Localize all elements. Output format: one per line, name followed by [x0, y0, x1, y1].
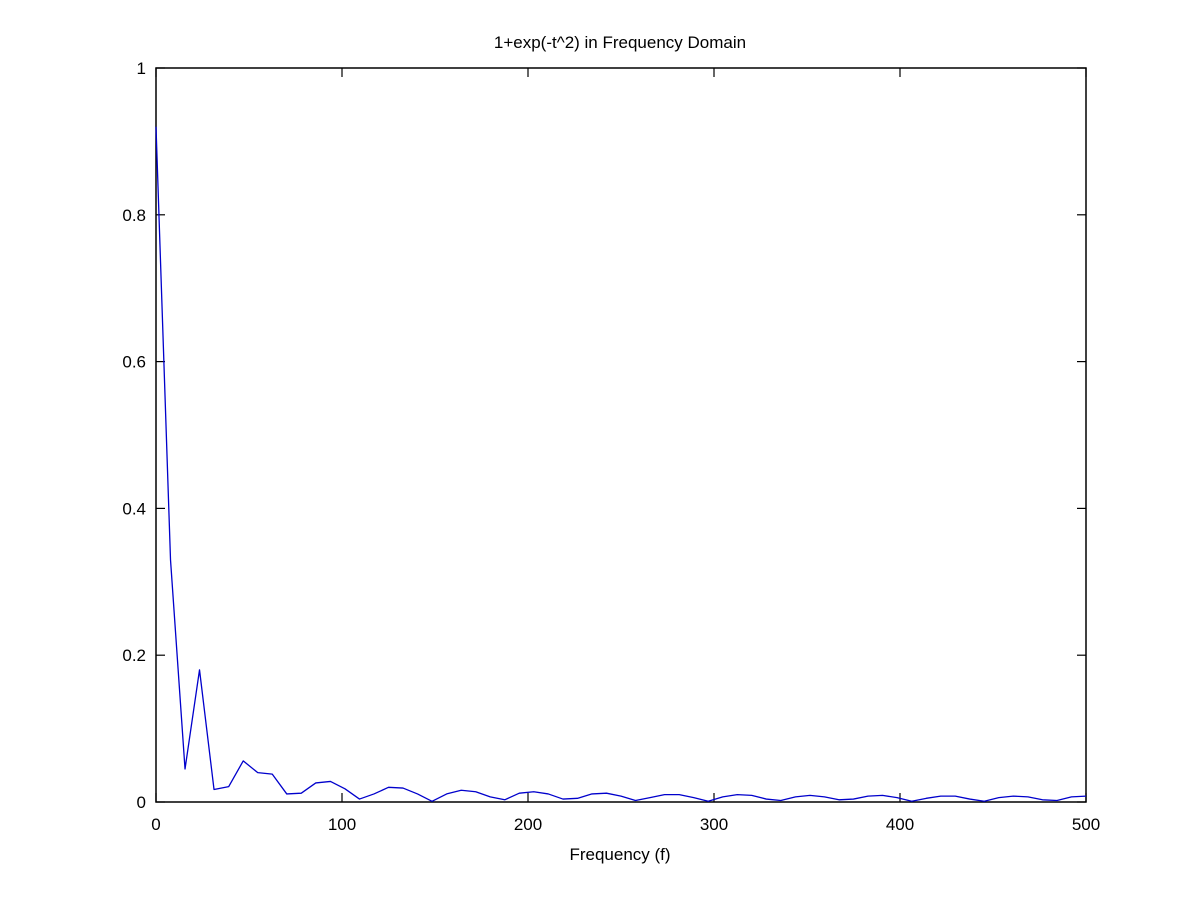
x-tick-label: 100	[328, 815, 356, 834]
x-tick-label: 500	[1072, 815, 1100, 834]
axis-tick-labels: 0 100 200 300 400 500 0 0.2 0.4 0.6 0.8 1	[122, 59, 1100, 834]
plot-area-frame	[155, 67, 1087, 803]
series-line	[155, 126, 1087, 802]
chart-title: 1+exp(-t^2) in Frequency Domain	[494, 33, 746, 52]
y-tick-label: 0.8	[122, 206, 146, 225]
y-tick-label: 0.6	[122, 353, 146, 372]
y-tick-label: 0.2	[122, 646, 146, 665]
y-tick-label: 0.4	[122, 499, 146, 518]
series-group	[155, 126, 1087, 802]
y-tick-label: 1	[137, 59, 146, 78]
x-tick-label: 0	[151, 815, 160, 834]
y-tick-label: 0	[137, 793, 146, 812]
x-axis-label: Frequency (f)	[569, 845, 670, 864]
axis-ticks	[155, 67, 1087, 803]
x-tick-label: 200	[514, 815, 542, 834]
x-tick-label: 300	[700, 815, 728, 834]
x-tick-label: 400	[886, 815, 914, 834]
